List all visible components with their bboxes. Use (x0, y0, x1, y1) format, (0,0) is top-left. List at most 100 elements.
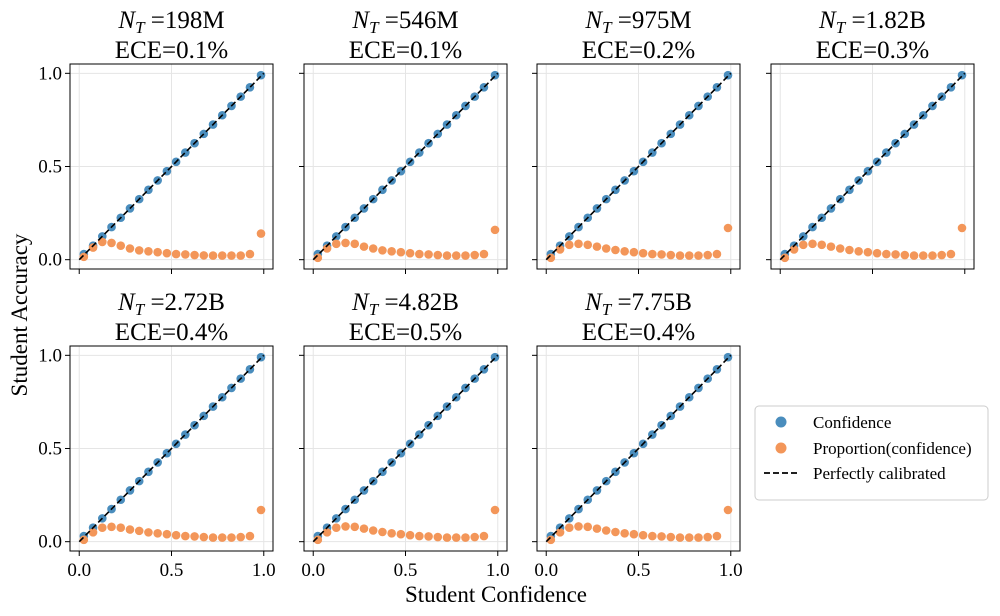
proportion-point (601, 244, 611, 253)
perfect-calibration-line (779, 72, 966, 261)
proportion-point (574, 522, 583, 531)
proportion-point (79, 252, 89, 262)
proportion-point (134, 526, 144, 536)
proportion-point (359, 524, 369, 533)
proportion-point (442, 533, 452, 542)
proportion-point (359, 242, 369, 251)
legend-proportion-marker (775, 442, 787, 454)
proportion-point (227, 251, 236, 260)
proportion-point (546, 253, 556, 263)
proportion-point (387, 246, 396, 256)
proportion-point (882, 249, 891, 259)
proportion-point (341, 238, 350, 248)
x-tick-label: 1.0 (252, 560, 276, 581)
proportion-point (107, 522, 116, 532)
proportion-point (322, 528, 332, 537)
perfect-calibration-line (545, 354, 732, 543)
legend-confidence-label: Confidence (813, 413, 891, 432)
proportion-point (780, 253, 790, 263)
subplot-title: NT =1.82B (818, 7, 926, 37)
proportion-point (574, 239, 583, 249)
proportion-point (341, 522, 350, 531)
perfect-calibration-line (78, 72, 265, 261)
proportion-point (957, 223, 967, 233)
proportion-point (433, 532, 443, 542)
proportion-point (648, 249, 657, 259)
y-tick-label: 0.5 (38, 157, 62, 178)
proportion-point (703, 250, 713, 260)
proportion-point (116, 241, 126, 251)
proportion-point (845, 245, 854, 255)
proportion-point (245, 249, 255, 259)
proportion-point (378, 527, 387, 537)
proportion-point (826, 242, 836, 251)
proportion-point (546, 535, 556, 545)
proportion-point (144, 246, 153, 256)
proportion-point (415, 531, 424, 541)
y-tick-label: 0.5 (38, 439, 62, 460)
proportion-point (592, 242, 602, 251)
proportion-point (424, 532, 433, 541)
proportion-point (217, 251, 227, 260)
legend-box (754, 405, 989, 501)
proportion-point (107, 238, 116, 248)
proportion-point (153, 528, 162, 538)
proportion-point (461, 533, 470, 542)
proportion-point (666, 250, 676, 260)
proportion-point (675, 533, 685, 542)
proportion-point (451, 533, 461, 542)
subplot-ece: ECE=0.4% (115, 319, 228, 346)
x-tick-label: 0.5 (627, 560, 651, 581)
subplot-title: NT =546M (351, 7, 458, 37)
proportion-point (601, 526, 611, 535)
proportion-point (629, 247, 639, 257)
subplot-title: NT =198M (117, 7, 224, 37)
legend: Confidence Proportion(confidence) Perfec… (754, 405, 989, 501)
proportion-point (144, 528, 153, 537)
proportion-point (245, 531, 255, 541)
proportion-point (190, 250, 199, 260)
proportion-point (396, 529, 406, 539)
proportion-point (116, 523, 126, 533)
proportion-point (396, 247, 406, 257)
proportion-point (808, 239, 817, 249)
proportion-point (657, 532, 666, 541)
subplot-ece: ECE=0.4% (582, 319, 695, 346)
proportion-point (451, 251, 461, 260)
proportion-point (817, 240, 827, 250)
subplot-frame (69, 345, 274, 552)
proportion-point (368, 244, 378, 253)
subplot-frame (536, 63, 741, 270)
proportion-point (199, 251, 209, 260)
legend-perfect-label: Perfectly calibrated (813, 464, 946, 483)
proportion-point (900, 250, 910, 260)
subplot-title: NT =4.82B (351, 289, 459, 319)
subplot-frame (536, 345, 741, 552)
proportion-point (236, 251, 246, 260)
proportion-point (162, 248, 172, 258)
proportion-point (648, 531, 657, 541)
proportion-point (378, 246, 387, 255)
subplot-frame (69, 63, 274, 270)
proportion-point (891, 250, 900, 259)
x-tick-label: 0.5 (394, 560, 418, 581)
proportion-point (181, 250, 190, 259)
proportion-point (350, 239, 360, 249)
proportion-point (684, 533, 694, 542)
y-tick-label: 1.0 (38, 345, 62, 366)
proportion-point (675, 251, 685, 260)
proportion-point (723, 505, 733, 515)
proportion-point (638, 530, 648, 540)
perfect-calibration-line (312, 354, 499, 543)
proportion-point (564, 523, 574, 533)
proportion-point (684, 251, 694, 260)
proportion-point (928, 251, 937, 260)
proportion-point (479, 249, 489, 259)
proportion-point (153, 247, 162, 257)
proportion-point (490, 505, 500, 515)
proportion-point (872, 248, 882, 258)
proportion-point (583, 240, 593, 250)
subplot-ece: ECE=0.3% (816, 37, 929, 64)
